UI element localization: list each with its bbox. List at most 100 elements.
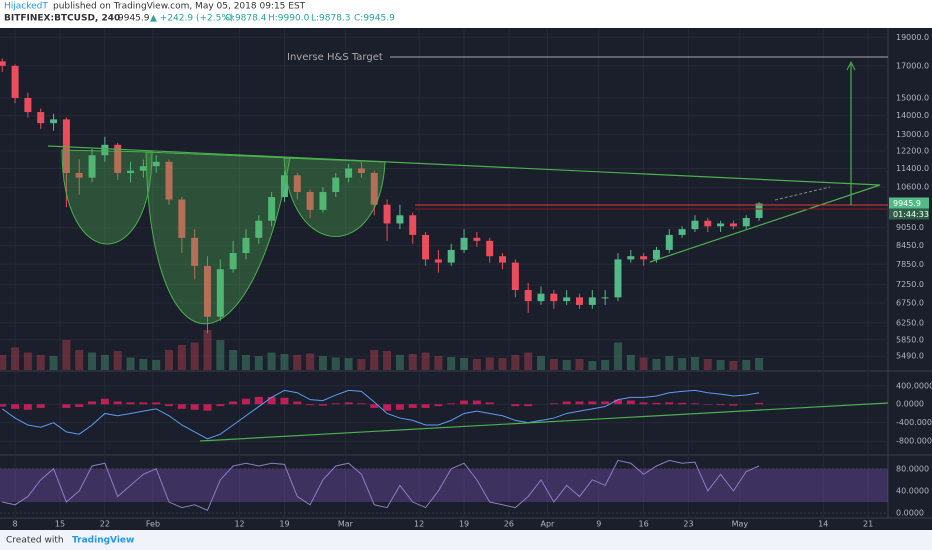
author[interactable]: HijackedT xyxy=(4,2,48,12)
y-tick-label: 6750.0 xyxy=(896,299,924,308)
volume-bar xyxy=(690,357,699,370)
chart-bg xyxy=(0,28,932,530)
last-price-label: 9945.9 xyxy=(893,199,921,208)
macd-histogram-bar xyxy=(690,403,699,405)
candle-body xyxy=(229,253,237,270)
x-tick-label: 23 xyxy=(683,520,693,529)
macd-tick-label: -400.0000 xyxy=(896,418,932,427)
stoch-band xyxy=(0,468,888,503)
macd-histogram-bar xyxy=(626,400,635,405)
candle-body xyxy=(345,168,353,178)
macd-histogram-bar xyxy=(62,404,71,408)
macd-histogram-bar xyxy=(639,402,648,405)
candle-body xyxy=(678,229,686,235)
support-line xyxy=(649,184,881,263)
macd-histogram-bar xyxy=(75,404,84,408)
x-tick-label: 15 xyxy=(55,520,65,529)
macd-line xyxy=(1,389,760,440)
x-tick-label: 19 xyxy=(459,520,469,529)
volume-bar xyxy=(62,340,71,370)
footer-bg xyxy=(0,530,932,550)
macd-histogram-bar xyxy=(280,397,289,405)
candle-body xyxy=(409,215,417,235)
ohlc-o: O:9878.4 xyxy=(225,14,267,24)
volume-bar xyxy=(11,347,20,370)
volume-bar xyxy=(652,359,661,370)
candle-body xyxy=(268,197,276,221)
macd-trendline xyxy=(199,402,889,442)
volume-bar xyxy=(383,351,392,370)
volume-bar xyxy=(190,342,199,370)
macd-histogram-bar xyxy=(36,404,45,408)
candle-body xyxy=(614,259,622,298)
macd-histogram-bar xyxy=(267,396,276,405)
macd-histogram-bar xyxy=(395,404,404,410)
head xyxy=(145,151,291,325)
macd-histogram-bar xyxy=(755,402,764,405)
candle-body xyxy=(575,297,583,305)
volume-bar xyxy=(254,356,263,370)
candle-body xyxy=(563,297,571,302)
volume-bar xyxy=(678,358,687,370)
volume-bar xyxy=(421,352,430,370)
macd-histogram-bar xyxy=(678,402,687,405)
volume-bar xyxy=(742,360,751,370)
y-tick-label: 5490.0 xyxy=(896,352,924,361)
y-tick-label: 10600.0 xyxy=(896,183,929,192)
macd-histogram-bar xyxy=(511,404,520,407)
volume-bar xyxy=(152,360,161,370)
footer-brand[interactable]: TradingView xyxy=(72,536,134,546)
volume-bar xyxy=(588,361,597,370)
candle-body xyxy=(665,234,673,250)
candle-body xyxy=(101,144,109,156)
macd-histogram-bar xyxy=(254,396,263,405)
drawings xyxy=(47,56,889,442)
x-tick-label: 22 xyxy=(100,520,110,529)
candle-body xyxy=(306,192,314,210)
macd-histogram-bar xyxy=(613,399,622,405)
volume-bar xyxy=(395,355,404,370)
macd-histogram-bar xyxy=(716,404,725,406)
y-tick-label: 5850.0 xyxy=(896,335,924,344)
candle-body xyxy=(704,220,712,227)
macd-tick-label: -800.0000 xyxy=(896,437,932,446)
volume-bar xyxy=(755,358,764,370)
candle-body xyxy=(550,293,558,302)
right-shoulder xyxy=(283,157,386,237)
macd-histogram-bar xyxy=(190,404,199,410)
macd-histogram-bar xyxy=(562,401,571,405)
macd-histogram-bar xyxy=(729,404,738,406)
candle-body xyxy=(422,234,430,260)
y-tick-label: 6250.0 xyxy=(896,318,924,327)
macd-histogram-bar xyxy=(344,402,353,405)
candle-body xyxy=(152,161,160,167)
candle-body xyxy=(486,240,494,257)
candle-body xyxy=(742,217,750,227)
macd-histogram-bar xyxy=(318,404,327,406)
macd-histogram-bar xyxy=(665,402,674,405)
macd-histogram-bar xyxy=(126,402,135,405)
volume-bar xyxy=(36,355,45,370)
volume-bar xyxy=(23,352,32,370)
candle-body xyxy=(499,256,507,263)
macd-histogram-bar xyxy=(152,402,161,405)
neckline xyxy=(47,145,881,186)
y-tick-label: 14000.0 xyxy=(896,111,929,120)
macd-histogram-bar xyxy=(113,401,122,405)
volume-bar xyxy=(357,359,366,370)
macd-histogram-bar xyxy=(421,404,430,408)
candle-body xyxy=(717,223,725,227)
candle-body xyxy=(447,249,455,263)
volume-bar xyxy=(126,357,135,370)
x-tick-label: 21 xyxy=(863,520,873,529)
x-tick-label: 12 xyxy=(234,520,244,529)
volume-bar xyxy=(306,353,315,370)
volume-bar xyxy=(613,342,622,370)
change: ▲ +242.9 (+2.5%) xyxy=(150,14,233,24)
macd-histogram-bar xyxy=(139,402,148,405)
macd-histogram-bar xyxy=(229,401,238,405)
volume-bar xyxy=(537,356,546,370)
x-tick-label: 14 xyxy=(818,520,828,529)
candle-body xyxy=(652,249,660,260)
macd-histogram-bar xyxy=(370,404,379,408)
